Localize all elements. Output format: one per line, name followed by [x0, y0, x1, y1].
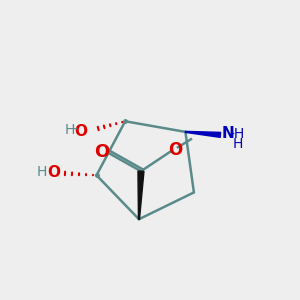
Text: O: O — [94, 143, 110, 161]
Text: -: - — [73, 123, 78, 137]
Text: H: H — [232, 137, 243, 151]
Text: O: O — [75, 124, 88, 139]
Text: O: O — [168, 141, 182, 159]
Text: H: H — [36, 165, 47, 179]
Text: N: N — [222, 126, 235, 141]
Text: O: O — [47, 165, 60, 180]
Polygon shape — [185, 131, 220, 137]
Text: H: H — [65, 123, 75, 137]
Polygon shape — [138, 171, 144, 219]
Text: -H: -H — [230, 127, 245, 141]
